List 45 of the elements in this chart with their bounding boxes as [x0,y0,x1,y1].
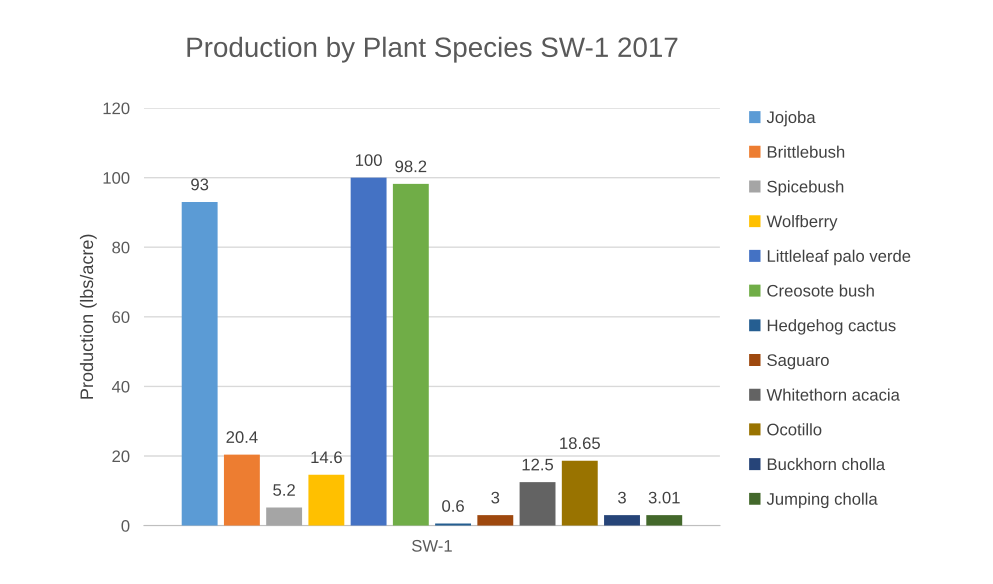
bar [350,178,387,526]
data-label: 98.2 [395,160,426,172]
chart-title: Production by Plant Species SW-1 2017 [187,36,678,63]
legend-label: Creosote bush [767,284,874,297]
legend-label: Buckhorn cholla [768,458,886,470]
legend-label: Hedgehog cactus [768,319,896,335]
y-tick-label: 100 [104,172,130,184]
data-label: 14.6 [311,451,342,464]
legend-label: Wolfberry [766,214,838,231]
bar [308,474,344,526]
y-tick-label: 0 [121,520,130,532]
legend-label: Saguaro [767,354,829,370]
data-label: 3.01 [648,492,680,504]
data-label: 0.6 [442,500,464,512]
y-tick-label: 40 [112,380,130,393]
legend-label: Spicebush [767,180,844,196]
legend-label: Jumping cholla [766,492,878,508]
legend-label: Ocotillo [767,423,822,436]
bar [182,202,218,526]
data-label: 93 [191,178,208,190]
bar [562,460,598,526]
legend-label: Brittlebush [768,146,844,158]
y-tick-label: 20 [112,450,130,462]
data-label: 20.4 [226,431,258,443]
data-label: 12.5 [522,458,554,470]
bar [392,184,429,526]
bar [224,454,260,526]
bar [266,508,302,526]
legend-label: Whitethorn acacia [766,388,900,401]
legend-label: Jojoba [766,110,816,126]
bar [604,515,640,526]
y-tick-label: 80 [112,242,130,254]
bar [477,515,514,526]
legend-label: Littleleaf palo verde [768,250,910,266]
data-label: 3 [618,492,626,504]
y-axis-title: Production (lbs/acre) [80,234,97,399]
y-tick-label: 60 [112,311,130,324]
data-label: 3 [491,492,500,504]
bar [520,482,556,526]
y-tick-label: 120 [104,102,130,114]
data-label: 5.2 [273,484,295,496]
x-tick-label: SW-1 [412,540,452,552]
bar [646,515,682,526]
data-label: 18.65 [560,437,600,450]
data-label: 100 [356,154,382,166]
